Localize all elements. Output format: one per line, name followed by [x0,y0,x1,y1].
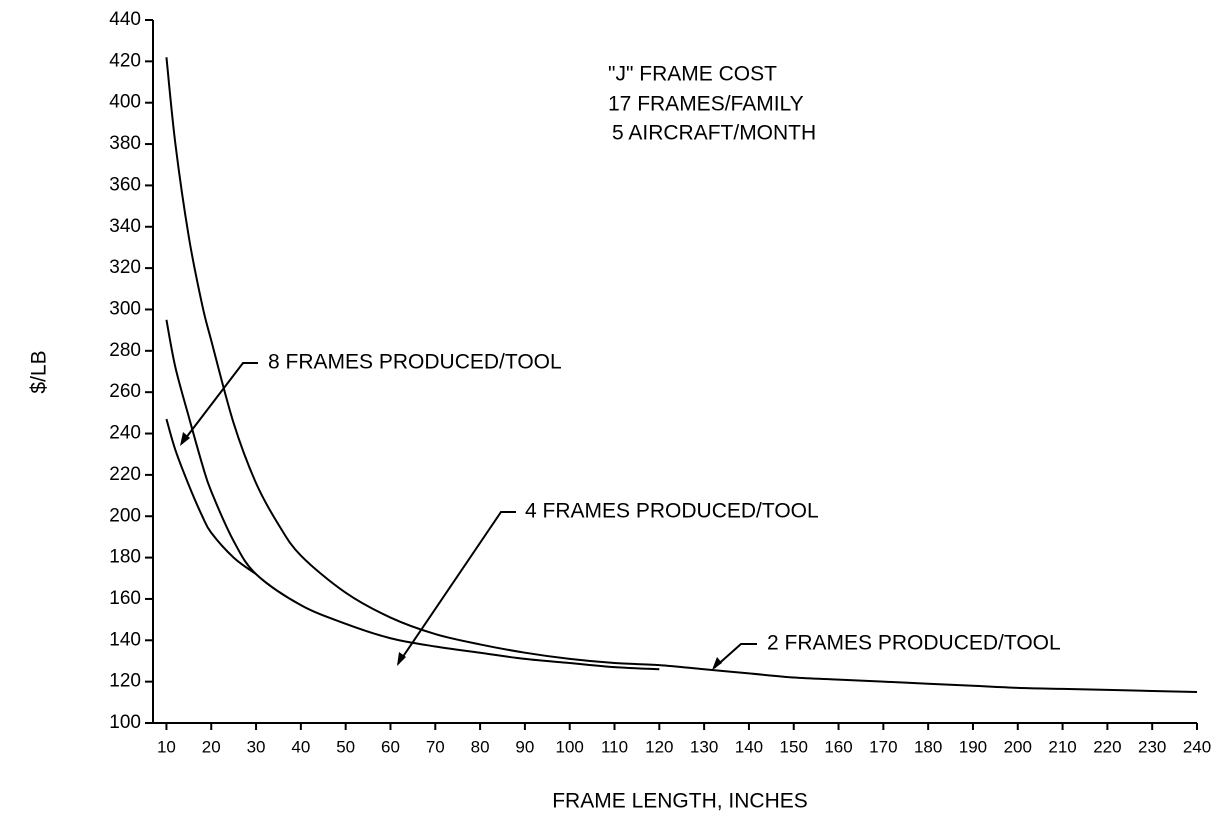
annotation: 17 FRAMES/FAMILY [608,93,804,116]
arrowhead [712,657,722,670]
y-tick-label: 400 [109,92,141,113]
x-tick-label: 30 [247,737,266,756]
x-tick-label: 180 [914,737,942,756]
y-tick-label: 300 [109,298,141,319]
leader-line [181,362,258,444]
y-tick-label: 340 [109,216,141,237]
y-tick-label: 180 [109,547,141,568]
annotation: 5 AIRCRAFT/MONTH [612,122,816,145]
arrowhead [397,652,406,666]
y-tick-label: 280 [109,340,141,361]
x-tick-label: 60 [381,737,400,756]
x-tick-label: 210 [1048,737,1076,756]
x-tick-label: 190 [959,737,987,756]
x-tick-label: 230 [1138,737,1166,756]
x-tick-label: 140 [735,737,763,756]
leader-line [397,511,516,665]
y-tick-label: 440 [109,9,141,30]
x-tick-label: 20 [202,737,221,756]
annotation: "J" FRAME COST [608,63,777,86]
y-axis-label: $/LB [28,350,51,393]
series-line [165,57,1198,693]
leaders [181,362,757,669]
x-tick-label: 80 [471,737,490,756]
x-tick-label: 170 [869,737,897,756]
arrowheads [180,432,722,670]
y-tick-label: 220 [109,464,141,485]
y-tick-label: 320 [109,257,141,278]
x-tick-label: 40 [291,737,310,756]
legend-label: 4 FRAMES PRODUCED/TOOL [525,500,819,523]
x-tick-label: 100 [556,737,584,756]
y-tick-label: 420 [109,50,141,71]
y-tick-label: 260 [109,381,141,402]
x-tick-label: 220 [1093,737,1121,756]
x-tick-label: 160 [824,737,852,756]
series-line [165,418,257,575]
x-tick-label: 240 [1183,737,1211,756]
x-axis-label: FRAME LENGTH, INCHES [552,790,808,813]
y-tick-label: 120 [109,671,141,692]
x-tick-label: 70 [426,737,445,756]
y-tick-label: 380 [109,133,141,154]
legend-label: 2 FRAMES PRODUCED/TOOL [767,632,1061,655]
x-tick-label: 110 [601,737,628,756]
arrowhead [180,432,190,446]
y-tick-label: 100 [109,712,141,733]
y-tick-label: 360 [109,174,141,195]
x-tick-label: 90 [515,737,534,756]
x-tick-label: 150 [780,737,808,756]
series-line [165,319,660,671]
x-tick-label: 130 [690,737,718,756]
y-tick-label: 240 [109,423,141,444]
legend-label: 8 FRAMES PRODUCED/TOOL [268,351,562,374]
y-tick-label: 140 [109,629,141,650]
leader-line [713,643,757,669]
x-tick-label: 10 [157,737,176,756]
x-tick-label: 120 [645,737,673,756]
x-tick-label: 50 [336,737,355,756]
y-tick-label: 200 [109,505,141,526]
y-tick-label: 160 [109,588,141,609]
x-tick-label: 200 [1004,737,1032,756]
